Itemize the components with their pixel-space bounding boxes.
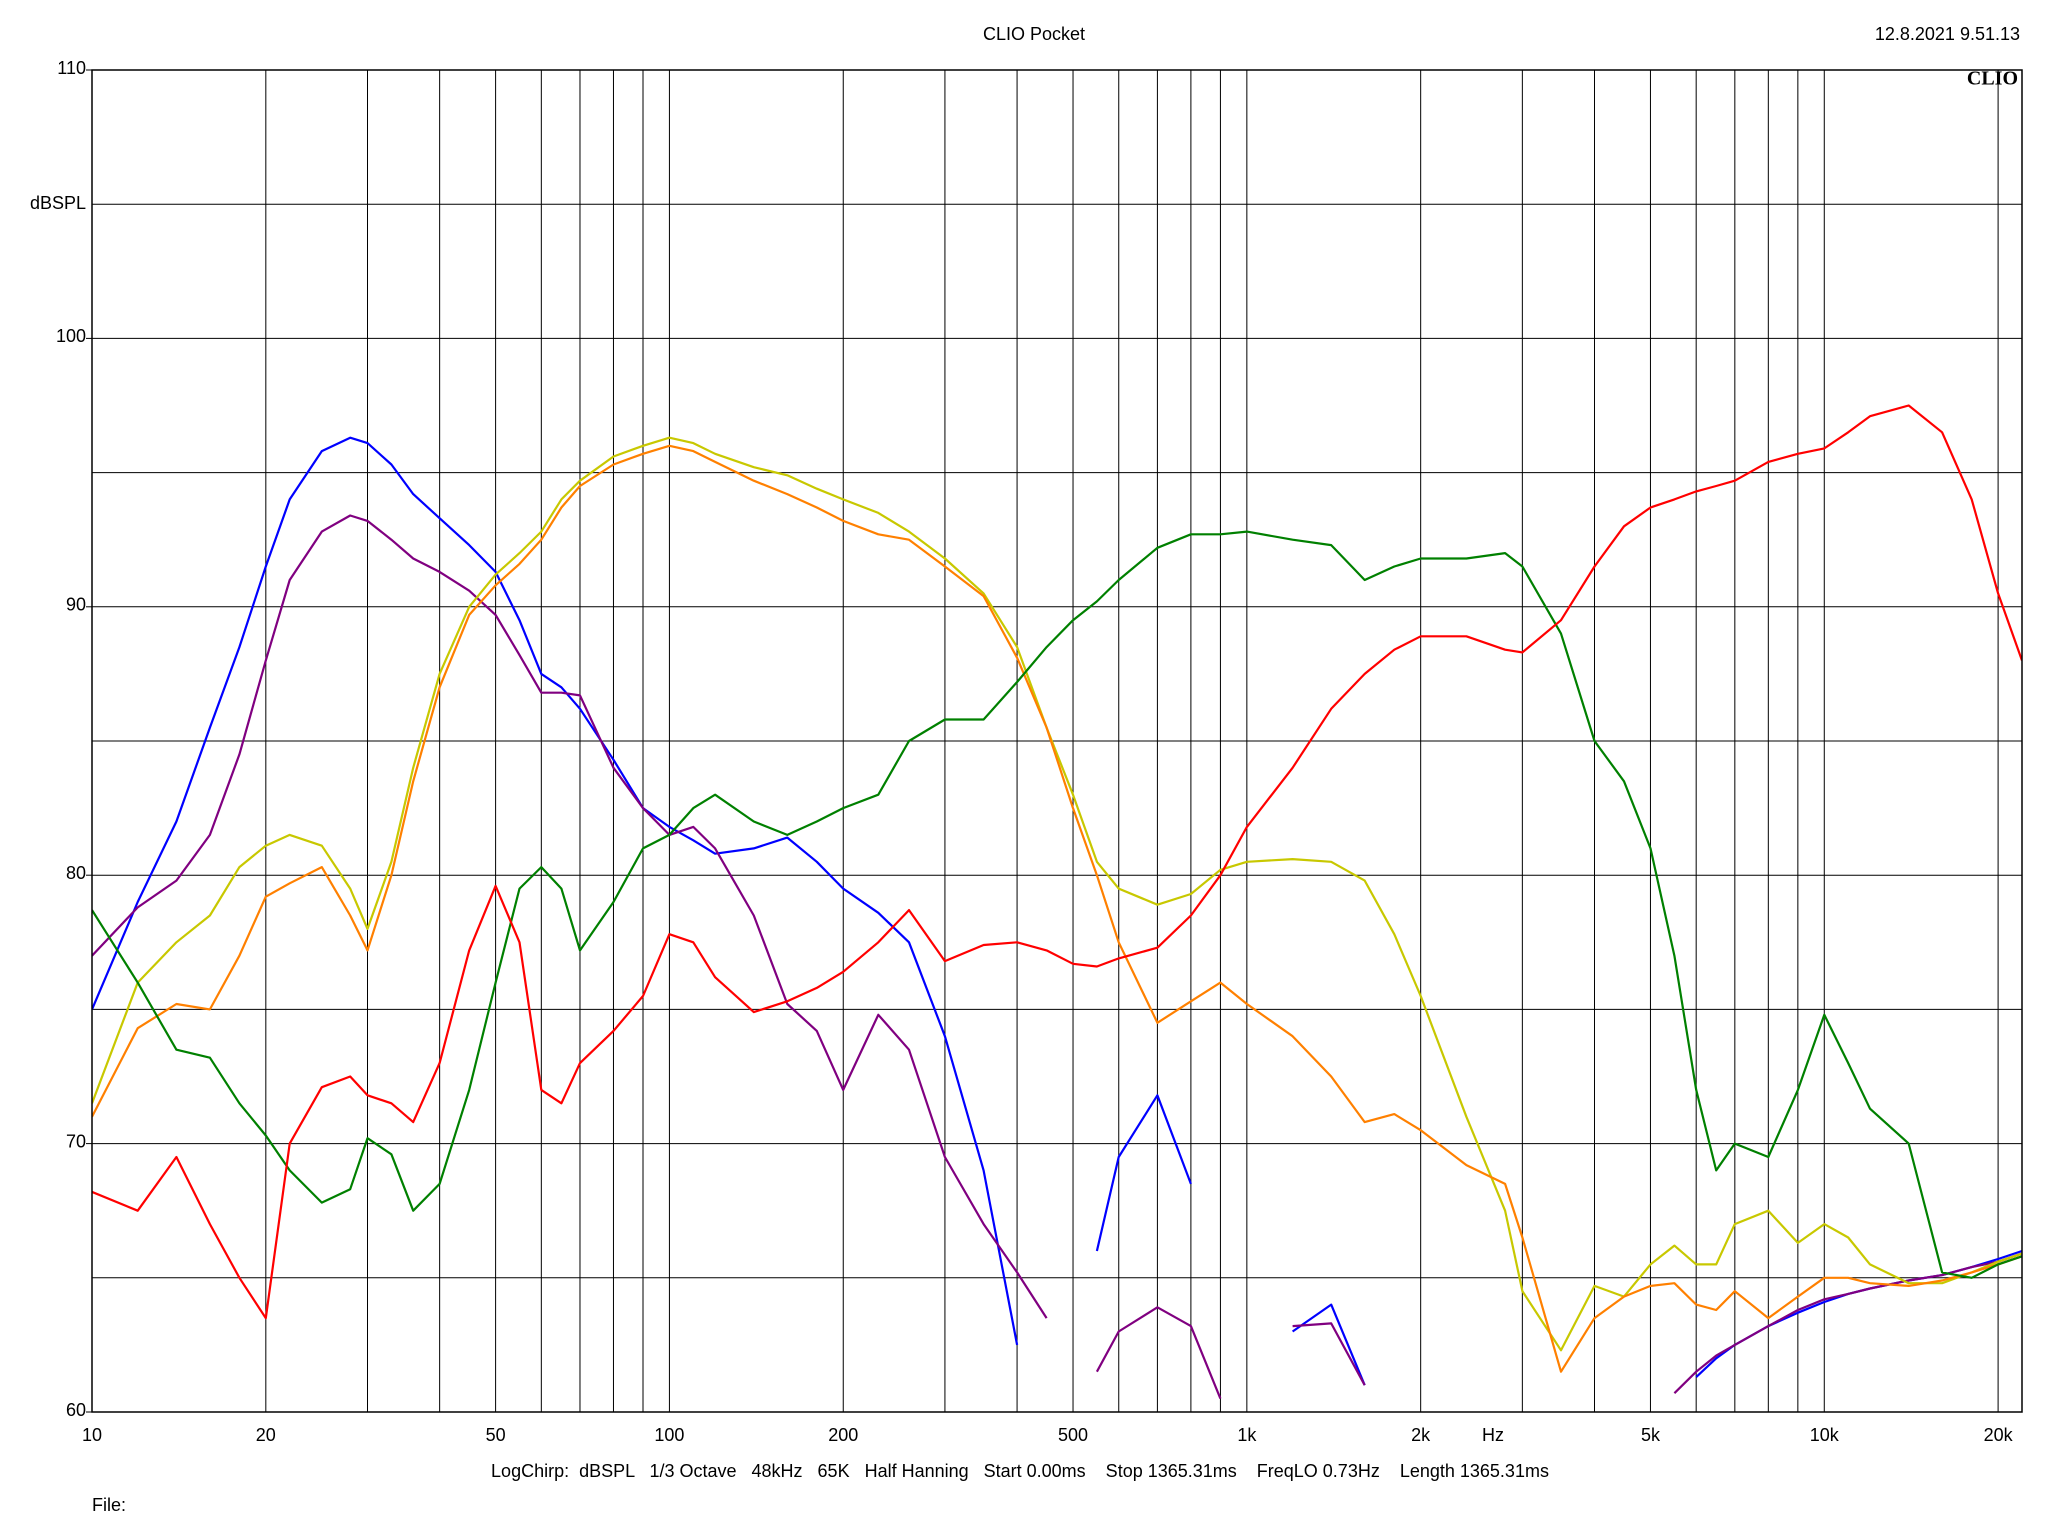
x-tick-label: 100 [654,1425,684,1445]
y-tick-label: 90 [66,595,86,615]
plot-frame [91,69,2023,1413]
x-tick-label: 1k [1237,1425,1257,1445]
x-tick-label: 5k [1641,1425,1661,1445]
series-line [92,404,2022,1320]
series-line [92,530,2022,1279]
y-axis-label: dBSPL [30,193,86,213]
x-tick-label: 500 [1058,1425,1088,1445]
y-tick-label: 100 [56,326,86,346]
y-tick-label: 110 [57,58,86,78]
x-tick-label: 20 [256,1425,276,1445]
x-tick-label: 200 [828,1425,858,1445]
series-line [92,514,2022,1400]
x-tick-label: 10k [1810,1425,1840,1445]
logo: CLIO [1967,68,2018,90]
x-tick-label: 20k [1984,1425,2014,1445]
y-tick-label: 80 [66,863,86,883]
file-label: File: [92,1495,126,1515]
timestamp: 12.8.2021 9.51.13 [1875,24,2020,44]
x-tick-label: 2k [1411,1425,1431,1445]
x-tick-label: 50 [486,1425,506,1445]
series-line [92,436,2022,1386]
plot-area [86,69,2022,1413]
chart-title: CLIO Pocket [983,24,1085,44]
y-tick-label: 60 [66,1400,86,1420]
footer: LogChirp: dBSPL 1/3 Octave 48kHz 65K Hal… [491,1461,1549,1481]
x-axis-label: Hz [1482,1425,1504,1445]
x-tick-label: 10 [82,1425,102,1445]
y-tick-label: 70 [66,1131,86,1151]
series-line [92,444,2022,1373]
